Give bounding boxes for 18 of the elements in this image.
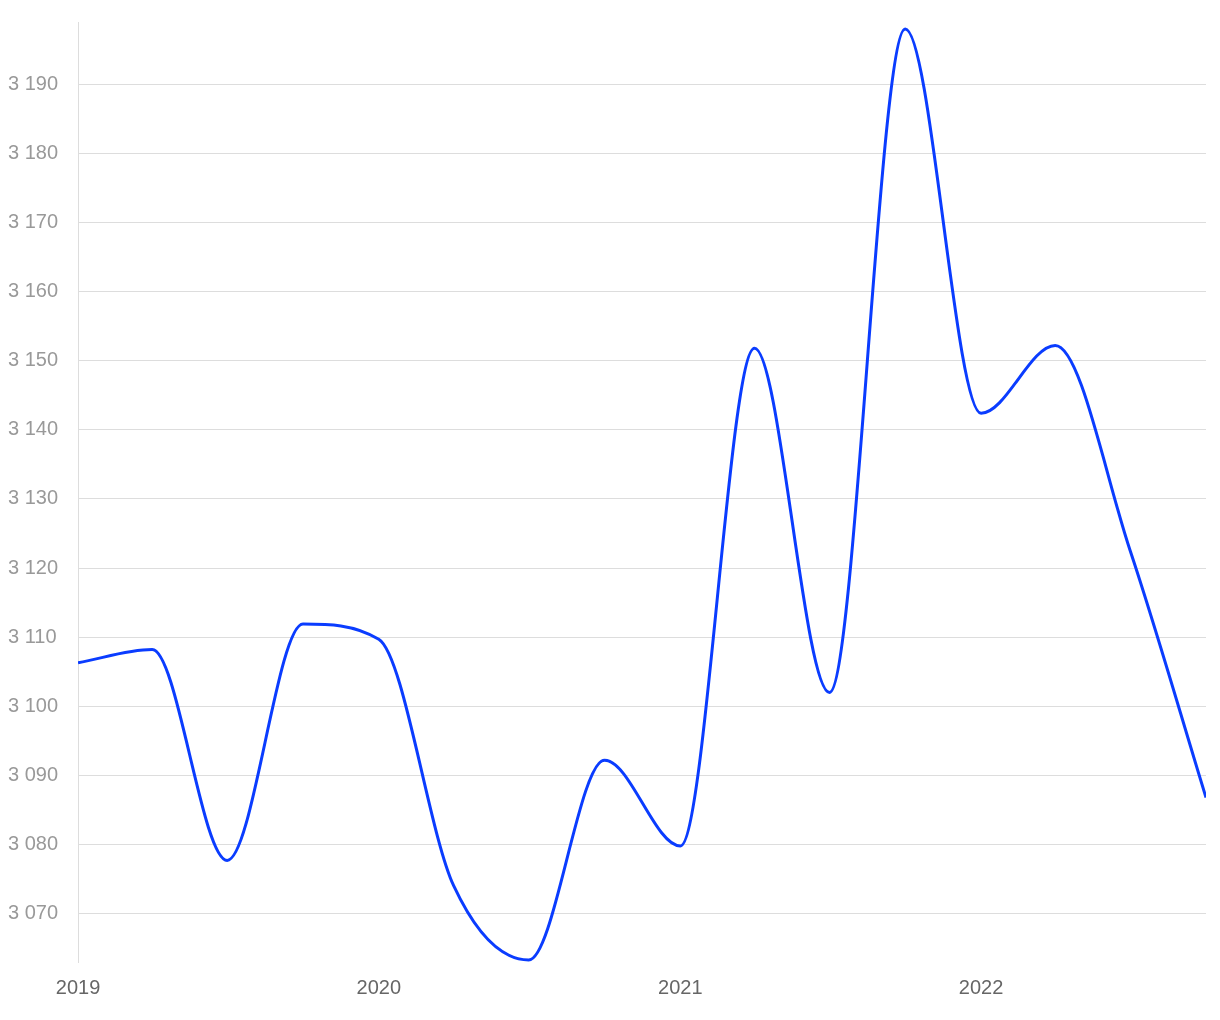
y-tick-label: 3 150 (8, 348, 59, 371)
y-tick-label: 3 160 (8, 279, 59, 302)
y-tick-label: 3 070 (8, 901, 59, 924)
y-tick-label: 3 130 (8, 486, 59, 509)
line-series (78, 27, 1206, 962)
y-tick-label: 3 090 (8, 762, 59, 785)
y-tick-label: 3 120 (8, 555, 59, 578)
y-tick-label: 3 080 (8, 832, 59, 855)
y-tick-label: 3 140 (8, 417, 59, 440)
y-tick-label: 3 180 (8, 140, 59, 163)
x-tick-label: 2021 (658, 975, 703, 998)
y-tick-label: 3 110 (8, 624, 57, 647)
x-tick-label: 2022 (958, 975, 1004, 998)
y-tick-label: 3 100 (8, 693, 59, 716)
x-tick-label: 2019 (55, 975, 101, 998)
x-tick-label: 2020 (356, 975, 402, 998)
y-tick-label: 3 190 (8, 71, 59, 94)
y-tick-label: 3 170 (8, 209, 59, 232)
